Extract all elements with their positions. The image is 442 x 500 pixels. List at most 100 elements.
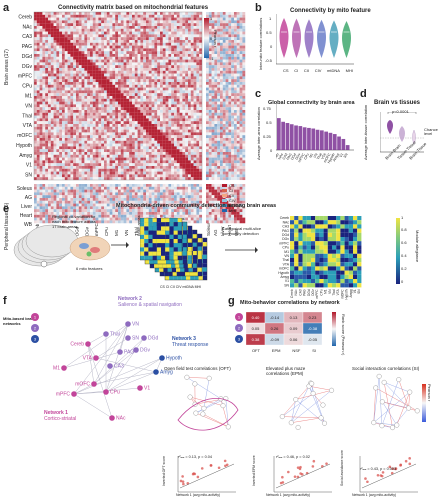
scatter-point — [182, 482, 185, 486]
panel-c-tick-05: 0.5 — [266, 120, 272, 125]
network-node-label: CA3 — [114, 364, 124, 370]
panel-b-xlabels: CS CI CII CIV mtDNA MHI — [283, 68, 353, 73]
bar-label: V1 — [339, 152, 345, 158]
allegiance-col-label: SN — [357, 289, 361, 294]
g-col-si: SI — [312, 348, 317, 353]
scatter-point — [181, 480, 185, 483]
matrix-row-label: VN — [25, 103, 32, 109]
heat-value: -0.09 — [270, 337, 280, 342]
matrix-row-label: Amyg — [19, 153, 32, 159]
network-node-label: SN — [132, 336, 139, 342]
scatter-point — [364, 477, 367, 480]
allegiance-col-label: Hypoth — [345, 289, 349, 299]
b-cat-cs: CS — [283, 68, 289, 73]
bar-label: Thal — [316, 152, 323, 160]
heat-value: 0.13 — [290, 315, 299, 320]
bar — [298, 126, 303, 150]
g-sub2-xlabel: Network 1 (avg mito-activity) — [266, 493, 311, 497]
network-node — [125, 335, 131, 341]
network-node — [61, 365, 67, 371]
scatter-point — [404, 459, 408, 463]
g-sub3-ylabel: Social avoidance score — [340, 450, 344, 486]
violin — [304, 19, 314, 58]
mini-node — [406, 405, 412, 411]
scatter-point — [287, 470, 290, 474]
scatter-point — [200, 467, 204, 470]
g-col-epm: EPM — [271, 348, 281, 353]
mini-node — [414, 408, 420, 414]
network-node-label: DGv — [140, 348, 151, 354]
periph-col-label: AG — [213, 229, 218, 236]
panel-b-title: Connectivity by mito feature — [290, 8, 371, 14]
bar-label: M1 — [308, 152, 314, 158]
bar-label: VTA — [320, 152, 327, 160]
mini-node — [295, 424, 301, 430]
panel-e-title: Mitochondria-driven community detection … — [116, 203, 277, 209]
scatter-point — [209, 464, 213, 467]
network-node — [85, 341, 91, 347]
scatter-point — [296, 475, 300, 479]
colorbar-a-tick-1: 1 — [210, 16, 213, 21]
g-subpanels — [177, 373, 426, 493]
mini-node — [192, 381, 198, 387]
panel-d-title: Brain vs tissues — [374, 100, 421, 106]
network-node — [91, 381, 97, 387]
network-1-label: Network 1 Cortico-striatal — [44, 410, 77, 422]
violin — [342, 21, 351, 58]
matrix-col-label: Thal — [134, 227, 139, 236]
matrix-row-label: DGv — [22, 64, 33, 70]
bar — [341, 138, 346, 150]
allegiance-row-label: mPFC — [279, 241, 289, 245]
bar — [324, 131, 328, 150]
feature-cs: CS — [229, 183, 235, 188]
allegiance-col-label: PAG — [303, 289, 307, 296]
mini-node — [381, 379, 387, 385]
allegiance-row-label: M1 — [284, 250, 289, 254]
scatter-point — [391, 467, 394, 470]
mini-node — [225, 424, 231, 430]
panel-a-title: Connectivity matrix based on mitochondri… — [58, 5, 209, 11]
g-sub3-stat: r²ₘₐ = 0.43, p = 0.003 — [360, 467, 397, 471]
colorbar-a — [204, 18, 209, 58]
allegiance-row-label: DGv — [282, 237, 289, 241]
bar-label: CA3 — [282, 152, 289, 160]
network-node — [71, 391, 77, 397]
b-cat-mtdna: mtDNA — [327, 68, 340, 73]
allegiance-col-label: DGv — [311, 289, 315, 296]
allegiance-col-label: M1 — [324, 289, 328, 294]
panel-e-text2: 6 mito features — [76, 266, 103, 271]
mini-node — [390, 425, 396, 431]
heat-row-dot — [235, 313, 243, 321]
allegiance-col-label: VTA — [336, 289, 340, 296]
network-legend-dots: 1 2 3 — [31, 313, 39, 343]
network-node-label: NAc — [116, 416, 126, 422]
network-node — [125, 321, 131, 327]
feature-legend: CS CI CII CIV mtDNA MHI — [222, 183, 242, 213]
allegiance-row-label: Cereb — [280, 216, 289, 220]
g-sub3-title: Social interaction correlations (SI) — [352, 366, 420, 371]
heat-row-dot — [235, 324, 243, 332]
bar-label: NAc — [277, 152, 284, 160]
network-node — [109, 415, 115, 421]
matrix-col-label: CPu — [104, 227, 109, 236]
mini-node — [322, 420, 328, 426]
network-node — [153, 369, 159, 375]
scatter-point — [179, 479, 183, 483]
network-node-label: VTA — [83, 356, 93, 362]
network-node-label: M1 — [53, 366, 60, 372]
g-sub2-ylabel: Inverted EPM score — [252, 455, 256, 486]
allegiance-row-label: NAc — [283, 220, 290, 224]
bar — [345, 145, 350, 150]
panel-f-letter: f — [3, 295, 7, 307]
scatter-point — [279, 481, 283, 485]
allegiance-col-label: Amyg — [349, 289, 353, 297]
panel-c-tick-0: 0 — [270, 148, 273, 153]
bar-label: mOFC — [323, 152, 332, 163]
mini-node — [293, 396, 299, 402]
scatter-point — [312, 459, 316, 463]
bar — [277, 118, 281, 150]
mini-node — [310, 390, 316, 396]
matrix-row-label: NAc — [23, 24, 33, 30]
panel-g-letter: g — [228, 295, 235, 307]
violin — [279, 18, 289, 58]
